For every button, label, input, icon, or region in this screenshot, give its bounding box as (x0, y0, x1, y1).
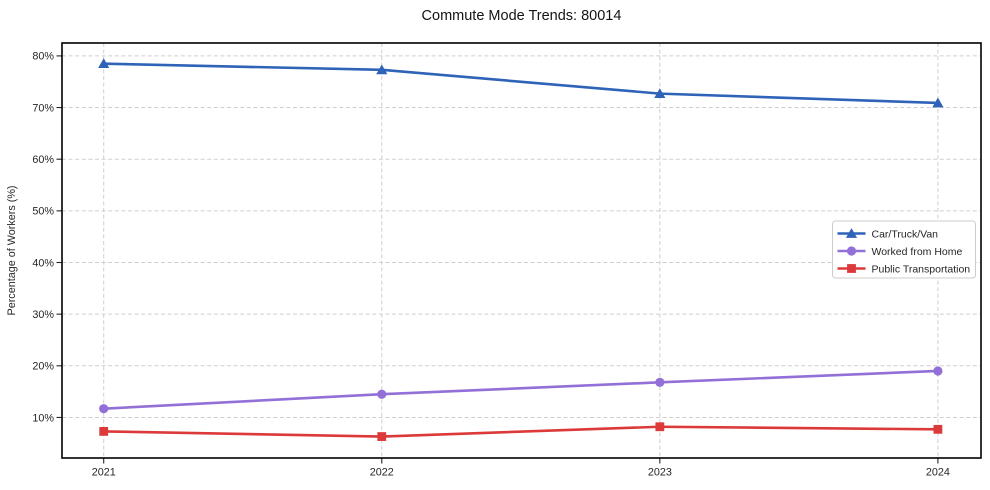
x-tick-label: 2022 (370, 467, 394, 479)
y-tick-label: 80% (32, 51, 54, 63)
x-tick-label: 2023 (648, 467, 672, 479)
legend-marker (846, 246, 857, 256)
legend-label: Car/Truck/Van (872, 228, 939, 240)
x-tick-label: 2021 (92, 467, 116, 479)
series-marker (655, 377, 665, 387)
y-tick-label: 50% (32, 206, 54, 218)
series-line (102, 62, 940, 105)
y-tick-label: 30% (32, 309, 54, 321)
series-marker (377, 389, 387, 399)
y-tick-label: 70% (32, 102, 54, 114)
chart-title: Commute Mode Trends: 80014 (421, 8, 622, 24)
series-marker (932, 97, 944, 108)
y-tick-label: 40% (32, 257, 54, 269)
series-marker (99, 404, 109, 414)
series-marker (933, 424, 943, 434)
series-marker (98, 58, 110, 69)
y-tick-label: 60% (32, 154, 54, 166)
legend-marker (845, 228, 858, 238)
legend-label: Public Transportation (872, 263, 971, 275)
series-line (102, 425, 940, 438)
series-marker (654, 88, 666, 99)
legend-box (832, 220, 976, 279)
series-marker (377, 432, 387, 441)
plot-border (61, 42, 982, 459)
x-tick-label: 2024 (926, 467, 950, 479)
series-line (102, 369, 940, 410)
legend-marker (847, 264, 856, 273)
y-axis-label: Percentage of Workers (%) (6, 185, 18, 315)
y-tick-label: 20% (32, 361, 54, 373)
series-marker (99, 427, 109, 436)
series-marker (376, 64, 388, 75)
legend-label: Worked from Home (872, 246, 963, 258)
y-tick-label: 10% (32, 412, 54, 424)
series-marker (933, 366, 943, 376)
series-marker (655, 422, 665, 432)
